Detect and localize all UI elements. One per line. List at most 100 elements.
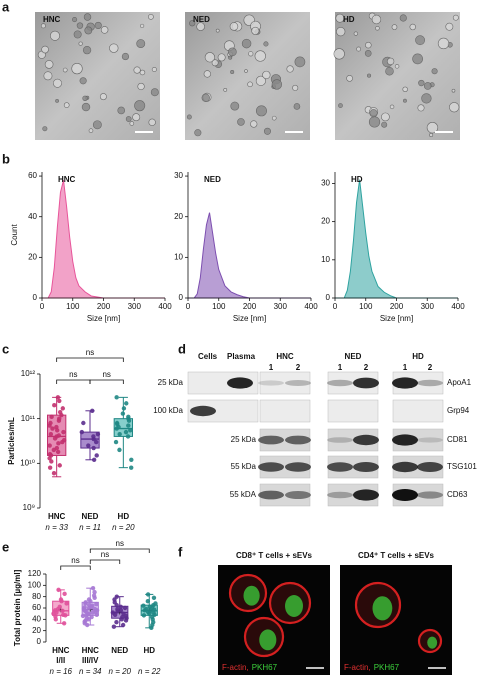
vesicle [117,106,126,115]
blot-band [353,434,379,446]
y-tick-label: 20 [321,217,330,226]
data-point [54,424,59,430]
vesicle [40,23,46,29]
blot-marker: 25 kDa [231,435,257,444]
x-tick-label: NED [82,512,99,521]
data-point [91,434,96,439]
blot-band [417,379,443,387]
vesicle [423,82,432,90]
blot-band [285,380,311,386]
data-point [141,603,146,608]
n-label: n = 20 [109,667,132,676]
vesicle [41,45,49,54]
x-tick-label: HNC [48,512,66,521]
blot-marker: 25 kDa [158,378,184,387]
x-tick-label: NED [111,646,128,655]
data-point [56,441,61,446]
vesicle-stain [243,585,260,606]
y-tick-label: 60 [28,171,37,180]
data-point [89,614,94,620]
data-point [114,594,119,599]
vesicle [263,41,269,47]
vesicle [431,68,438,75]
vesicle [251,26,260,35]
vesicle [78,41,83,46]
data-point [49,459,54,464]
y-tick-label: 0 [179,293,184,302]
blot-band [285,491,311,499]
data-point [57,463,62,468]
blot-panel [327,399,379,423]
separator: , [368,663,370,672]
vesicle [247,81,253,88]
data-point [129,465,134,470]
blot-panel [259,371,311,395]
vesicle [381,112,390,122]
vesicle [445,22,454,31]
vesicle [71,62,83,75]
n-label: n = 11 [79,523,101,532]
vesicle [134,100,146,112]
vesicle [137,82,145,91]
histogram-area [42,180,165,299]
data-point [94,453,99,458]
blot-panel [392,399,444,423]
data-point [153,601,158,606]
data-point [61,437,67,443]
blot-marker: 100 kDa [153,406,183,415]
vesicle [228,55,233,60]
panel-label: d [178,341,186,356]
vesicle [63,102,70,109]
x-tick-label: 400 [451,302,465,311]
vesicle [229,22,239,31]
vesicle [50,30,60,41]
vesicle [215,28,220,33]
vesicle [84,26,93,35]
blot-band [258,435,284,445]
vesicle [72,16,78,23]
vesicle [230,101,240,111]
data-point [56,433,62,438]
vesicle [82,95,88,101]
fluorescence-image [340,565,452,675]
blot-band [417,491,443,499]
y-tick-label: 80 [32,592,41,601]
vesicle [211,59,219,67]
vesicle [151,66,157,72]
blot-protein: CD81 [447,435,468,444]
data-point [145,599,151,604]
data-point [111,624,117,629]
data-point [128,428,133,433]
n-label: n = 34 [79,667,102,676]
data-point [86,597,92,602]
data-point [57,416,62,421]
vesicle [386,57,395,66]
vesicle-stain [427,636,438,649]
data-point [93,439,99,445]
data-point [125,434,131,439]
y-axis-label: Particles/mL [7,417,16,465]
vesicle [271,115,277,121]
blot-panel [259,399,311,423]
data-point [64,601,69,606]
data-point [55,449,61,455]
data-point [82,605,87,610]
y-tick-label: 10¹⁰ [20,458,35,467]
data-point [87,602,92,608]
blot-band [285,462,311,472]
vesicle [82,45,92,55]
data-point [92,606,98,612]
blot-lane: 2 [428,363,433,372]
x-tick-label: 100 [359,302,373,311]
vesicle [189,20,196,27]
x-tick-label: 0 [40,302,45,311]
blot-band [258,490,284,500]
blot-band [327,379,353,387]
blot-band [353,462,379,472]
panel-label: f [178,544,183,559]
vesicle [129,121,135,126]
vesicle [201,93,210,102]
vesicle [368,116,381,128]
stain-red: F-actin [344,663,368,672]
vesicle [230,70,235,75]
